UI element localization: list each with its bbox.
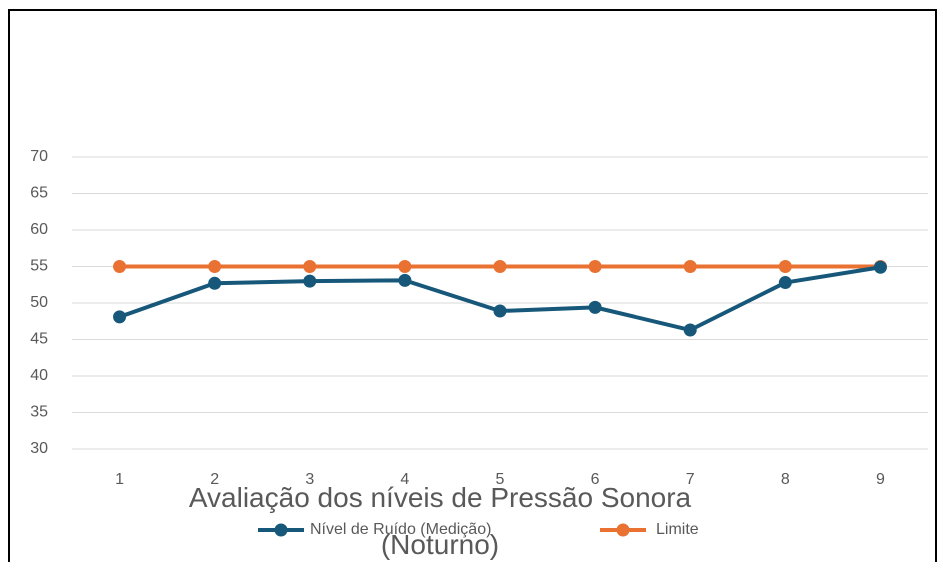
x-tick-label: 4: [400, 471, 409, 488]
point: [683, 323, 697, 337]
y-tick-label: 30: [30, 440, 48, 457]
x-tick-label: 9: [876, 471, 885, 488]
point: [873, 260, 887, 274]
x-tick-label: 5: [496, 471, 505, 488]
y-tick-label: 65: [30, 185, 48, 202]
x-tick-label: 1: [115, 471, 124, 488]
legend-label: Nível de Ruído (Medição): [310, 521, 491, 538]
y-tick-label: 60: [30, 221, 48, 238]
x-tick-label: 3: [305, 471, 314, 488]
point: [398, 260, 412, 273]
legend-marker: [274, 523, 288, 537]
point: [113, 310, 127, 324]
x-tick-label: 6: [591, 471, 600, 488]
chart-title: Avaliação dos níveis de Pressão Sonora (…: [188, 482, 692, 560]
point: [303, 260, 317, 273]
point: [493, 304, 507, 318]
point: [778, 276, 792, 290]
y-tick-label: 35: [30, 404, 48, 421]
point: [303, 274, 317, 288]
point: [113, 260, 127, 273]
x-tick-label: 7: [686, 471, 695, 488]
point: [588, 300, 602, 314]
y-tick-label: 70: [30, 148, 48, 165]
series-line: [118, 265, 881, 333]
legend-marker: [616, 523, 630, 537]
point: [778, 260, 792, 273]
y-tick-label: 50: [30, 294, 48, 311]
x-tick-label: 2: [210, 471, 219, 488]
point: [683, 260, 697, 273]
y-tick-label: 55: [30, 258, 48, 275]
point: [208, 276, 222, 290]
point: [493, 260, 507, 273]
y-tick-label: 40: [30, 367, 48, 384]
x-tick-label: 8: [781, 471, 790, 488]
point: [588, 260, 602, 273]
y-tick-label: 45: [30, 331, 48, 348]
point: [398, 273, 412, 287]
legend-label: Limite: [656, 521, 699, 538]
point: [208, 260, 222, 273]
frame: [8, 9, 937, 562]
